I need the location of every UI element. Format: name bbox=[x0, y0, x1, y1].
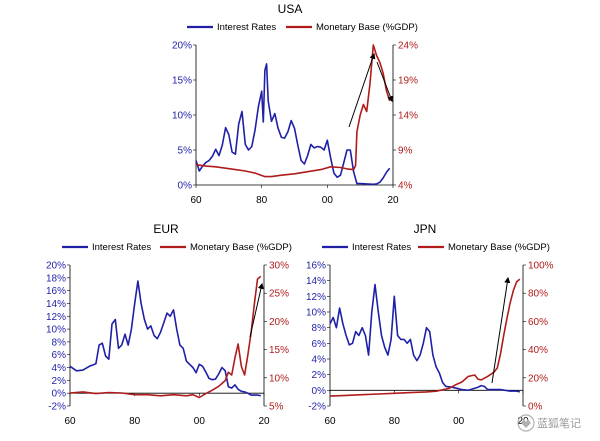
y-left-tick-label: 10% bbox=[172, 111, 192, 122]
x-tick-label: 60 bbox=[190, 195, 202, 206]
y-left-tick-label: 20% bbox=[172, 41, 192, 52]
y-right-tick-label: 24% bbox=[398, 41, 418, 52]
y-left-tick-label: 12% bbox=[46, 312, 66, 323]
x-tick-label: 80 bbox=[389, 416, 401, 427]
y-left-tick-label: 15% bbox=[172, 76, 192, 87]
y-right-tick-label: 0% bbox=[528, 402, 543, 413]
legend-label-monetary-base: Monetary Base (%GDP) bbox=[316, 22, 418, 33]
panel-usa: USA Interest Rates Monetary Base (%GDP) … bbox=[172, 2, 418, 206]
y-right-tick-label: 20% bbox=[528, 373, 548, 384]
y-right-tick-label: 5% bbox=[269, 402, 284, 413]
annotation-arrow-up-jpn bbox=[491, 276, 511, 384]
legend-usa: Interest Rates Monetary Base (%GDP) bbox=[187, 22, 418, 33]
y-left-tick-label: 14% bbox=[46, 299, 66, 310]
x-tick-label: 80 bbox=[129, 416, 141, 427]
y-right-tick-label: 30% bbox=[269, 261, 289, 272]
y-left-tick-label: 16% bbox=[306, 261, 326, 272]
series-line-monetary-base-gdp bbox=[69, 275, 262, 399]
legend-label-interest-rates: Interest Rates bbox=[92, 242, 151, 253]
series-line-monetary-base-gdp bbox=[329, 278, 521, 397]
legend-eur: Interest Rates Monetary Base (%GDP) bbox=[62, 242, 292, 253]
y-left-tick-label: 2% bbox=[52, 376, 67, 387]
annotation-arrow-down-usa bbox=[376, 61, 394, 103]
y-left-tick-label: 0% bbox=[52, 389, 67, 400]
y-right-tick-label: 80% bbox=[528, 289, 548, 300]
panel-eur: EUR Interest Rates Monetary Base (%GDP) … bbox=[46, 222, 292, 427]
x-tick-label: 80 bbox=[256, 195, 268, 206]
y-left-tick-label: 0% bbox=[312, 386, 327, 397]
watermark: 蓝狐笔记 bbox=[517, 414, 581, 432]
y-left-tick-label: 2% bbox=[312, 370, 327, 381]
chart-title-usa: USA bbox=[278, 2, 303, 16]
axis-ticks-usa: 0% 5% 10% 15% 20% 4% 9% 14% 19% 24% 60 80 00 20 bbox=[172, 41, 418, 207]
y-right-tick-label: 25% bbox=[269, 289, 289, 300]
series-line-interest-rates bbox=[329, 283, 520, 393]
y-left-tick-label: 0% bbox=[178, 181, 193, 192]
legend-label-interest-rates: Interest Rates bbox=[217, 22, 276, 33]
x-tick-label: 20 bbox=[258, 416, 270, 427]
x-tick-label: 20 bbox=[387, 195, 399, 206]
y-left-tick-label: 4% bbox=[312, 355, 327, 366]
y-right-tick-label: 14% bbox=[398, 111, 418, 122]
series-line-interest-rates bbox=[195, 63, 391, 186]
axis-ticks-eur: -2%0%2%4%6%8%10%12%14%16%18%20%5%10%15%2… bbox=[46, 261, 289, 428]
y-right-tick-label: 40% bbox=[528, 345, 548, 356]
x-tick-label: 00 bbox=[194, 416, 206, 427]
x-tick-label: 00 bbox=[322, 195, 334, 206]
y-left-tick-label: -2% bbox=[48, 402, 66, 413]
panel-jpn: JPN Interest Rates Monetary Base (%GDP) … bbox=[306, 222, 554, 427]
series-jpn bbox=[329, 278, 521, 397]
legend-label-monetary-base: Monetary Base (%GDP) bbox=[448, 242, 550, 253]
watermark-text: 蓝狐笔记 bbox=[537, 416, 581, 430]
axis-ticks-jpn: -2% 0% 2% 4% 6% 8% 10% 12% 14% 16% 0% 20% 40% 60% 80% 1… bbox=[306, 261, 554, 428]
chart-title-jpn: JPN bbox=[414, 222, 437, 236]
y-right-tick-label: 100% bbox=[528, 261, 554, 272]
x-tick-label: 60 bbox=[324, 416, 336, 427]
y-right-tick-label: 10% bbox=[269, 373, 289, 384]
y-left-tick-label: 20% bbox=[46, 261, 66, 272]
x-tick-label: 00 bbox=[453, 416, 465, 427]
y-right-tick-label: 60% bbox=[528, 317, 548, 328]
legend-label-interest-rates: Interest Rates bbox=[352, 242, 411, 253]
y-left-tick-label: 14% bbox=[306, 276, 326, 287]
y-left-tick-label: 18% bbox=[46, 273, 66, 284]
chart-title-eur: EUR bbox=[153, 222, 179, 236]
y-left-tick-label: 8% bbox=[312, 323, 327, 334]
y-left-tick-label: 10% bbox=[306, 308, 326, 319]
y-right-tick-label: 4% bbox=[398, 181, 413, 192]
y-left-tick-label: 6% bbox=[312, 339, 327, 350]
legend-jpn: Interest Rates Monetary Base (%GDP) bbox=[322, 242, 550, 253]
y-left-tick-label: 5% bbox=[178, 146, 193, 157]
legend-label-monetary-base: Monetary Base (%GDP) bbox=[190, 242, 292, 253]
series-eur bbox=[69, 275, 262, 399]
y-left-tick-label: 4% bbox=[52, 363, 67, 374]
series-line-monetary-base-gdp bbox=[195, 44, 391, 178]
y-right-tick-label: 15% bbox=[269, 345, 289, 356]
fox-face-icon bbox=[521, 419, 531, 428]
y-left-tick-label: 12% bbox=[306, 292, 326, 303]
y-right-tick-label: 20% bbox=[269, 317, 289, 328]
series-usa bbox=[195, 44, 391, 186]
fox-logo-icon bbox=[517, 414, 535, 432]
annotation-arrow-up-eur bbox=[249, 282, 264, 338]
x-tick-label: 60 bbox=[64, 416, 76, 427]
y-right-tick-label: 9% bbox=[398, 146, 413, 157]
y-left-tick-label: 16% bbox=[46, 286, 66, 297]
y-left-tick-label: -2% bbox=[308, 402, 326, 413]
y-left-tick-label: 6% bbox=[52, 350, 67, 361]
y-left-tick-label: 10% bbox=[46, 325, 66, 336]
annotation-arrow-up-usa bbox=[348, 52, 376, 128]
y-left-tick-label: 8% bbox=[52, 337, 67, 348]
series-line-interest-rates bbox=[69, 280, 261, 397]
y-right-tick-label: 19% bbox=[398, 76, 418, 87]
